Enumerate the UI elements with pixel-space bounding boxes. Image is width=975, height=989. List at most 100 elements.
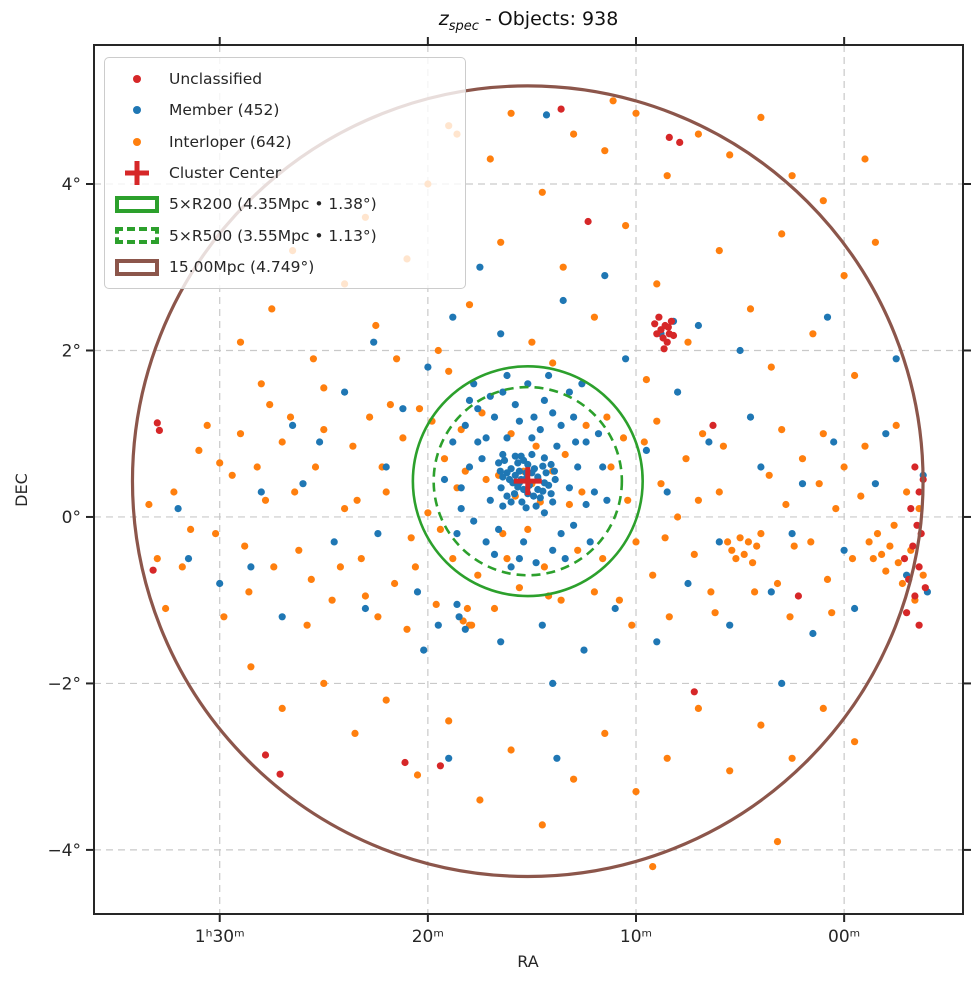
scatter-point-interloper [463,604,471,613]
scatter-point-member [542,469,550,477]
scatter-point-member [830,438,838,446]
scatter-point-member [497,484,505,492]
scatter-point-interloper [615,596,624,604]
scatter-point-member [299,480,307,488]
scatter-point-interloper [328,596,336,604]
scatter-point-unclassified [557,105,565,113]
scatter-point-member [532,559,540,567]
scatter-point-member [330,538,338,546]
scatter-point-interloper [432,600,440,609]
scatter-point-member [486,496,494,504]
title-subscript: spec [448,18,479,34]
scatter-point-interloper [261,496,270,504]
axis-ticks-layer [86,37,971,922]
legend-dot-icon [105,74,169,83]
scatter-point-member [511,401,519,409]
scatter-point-interloper [445,367,453,375]
scatter-point-interloper [241,542,249,550]
scatter-point-interloper [903,488,911,496]
scatter-point-member [559,296,567,305]
scatter-point-member [257,488,265,496]
scatter-point-interloper [411,563,419,571]
scatter-point-member [495,459,503,467]
scatter-point-member [549,409,557,417]
scatter-point-member [515,417,524,425]
scatter-point-member [580,646,588,654]
scatter-point-interloper [740,550,748,559]
scatter-point-interloper [661,534,669,542]
x-axis-label: RA [517,952,538,971]
scatter-point-member [496,467,504,475]
legend-item-label: 15.00Mpc (4.749°) [169,258,315,277]
scatter-point-member [522,504,530,512]
scatter-point-interloper [153,555,161,563]
scatter-point-interloper [840,272,848,280]
scatter-point-member [582,438,590,446]
scatter-point-unclassified [911,463,919,471]
scatter-point-interloper [538,188,546,196]
scatter-point-interloper [873,530,882,538]
scatter-point-member [561,555,569,563]
scatter-point-interloper [187,525,195,534]
scatter-point-member [726,621,734,629]
scatter-point-interloper [309,355,317,363]
scatter-point-member [449,313,457,321]
scatter-point-interloper [711,609,719,617]
scatter-point-interloper [851,371,859,380]
scatter-point-unclassified [909,542,917,550]
scatter-point-interloper [351,729,359,738]
scatter-point-interloper [757,721,765,729]
scatter-point-member [449,438,457,446]
scatter-point-interloper [715,247,723,255]
scatter-point-unclassified [911,592,919,600]
scatter-point-interloper [382,488,390,496]
scatter-point-interloper [869,555,877,563]
scatter-point-interloper [372,321,380,330]
plot-frame [93,44,964,915]
scatter-point-unclassified [907,505,915,513]
scatter-point-member [424,363,432,371]
scatter-point-interloper [878,550,886,559]
scatter-point-member [511,471,519,479]
scatter-point-unclassified [676,138,684,146]
scatter-point-member [653,638,661,646]
scatter-point-interloper [468,621,476,629]
scatter-point-member [767,588,775,596]
scatter-point-interloper [407,534,415,542]
scatter-point-interloper [601,147,609,155]
scatter-point-member [684,579,692,588]
scatter-point-interloper [361,592,369,600]
scatter-point-interloper [570,775,578,783]
scatter-point-interloper [574,546,582,554]
scatter-point-member [399,405,407,413]
scatter-point-member [565,484,574,492]
scatter-point-member [540,454,549,462]
scatter-point-interloper [307,575,315,584]
scatter-point-interloper [320,384,328,392]
scatter-point-interloper [507,746,515,754]
scatter-point-member [611,604,619,613]
scatter-point-member [465,396,474,404]
scatter-point-interloper [857,492,865,500]
scatter-point-member [809,629,817,638]
scatter-point-member [503,434,511,442]
scatter-point-interloper [778,426,786,434]
scatter-point-interloper [266,401,274,409]
scatter-point-member [482,538,490,546]
scatter-point-interloper [524,525,532,534]
scatter-point-interloper [507,109,515,117]
scatter-point-member [465,463,474,471]
scatter-point-interloper [247,663,255,671]
scatter-point-member [374,530,382,538]
scatter-point-member [524,380,532,388]
scatter-point-unclassified [915,488,923,496]
scatter-point-interloper [840,463,848,471]
scatter-point-interloper [871,238,880,246]
dot-icon [133,106,141,115]
scatter-point-interloper [898,579,907,588]
scatter-point-member [594,430,603,438]
scatter-point-member [536,426,544,434]
scatter-point-member [572,438,580,446]
scatter-point-unclassified [436,762,444,770]
